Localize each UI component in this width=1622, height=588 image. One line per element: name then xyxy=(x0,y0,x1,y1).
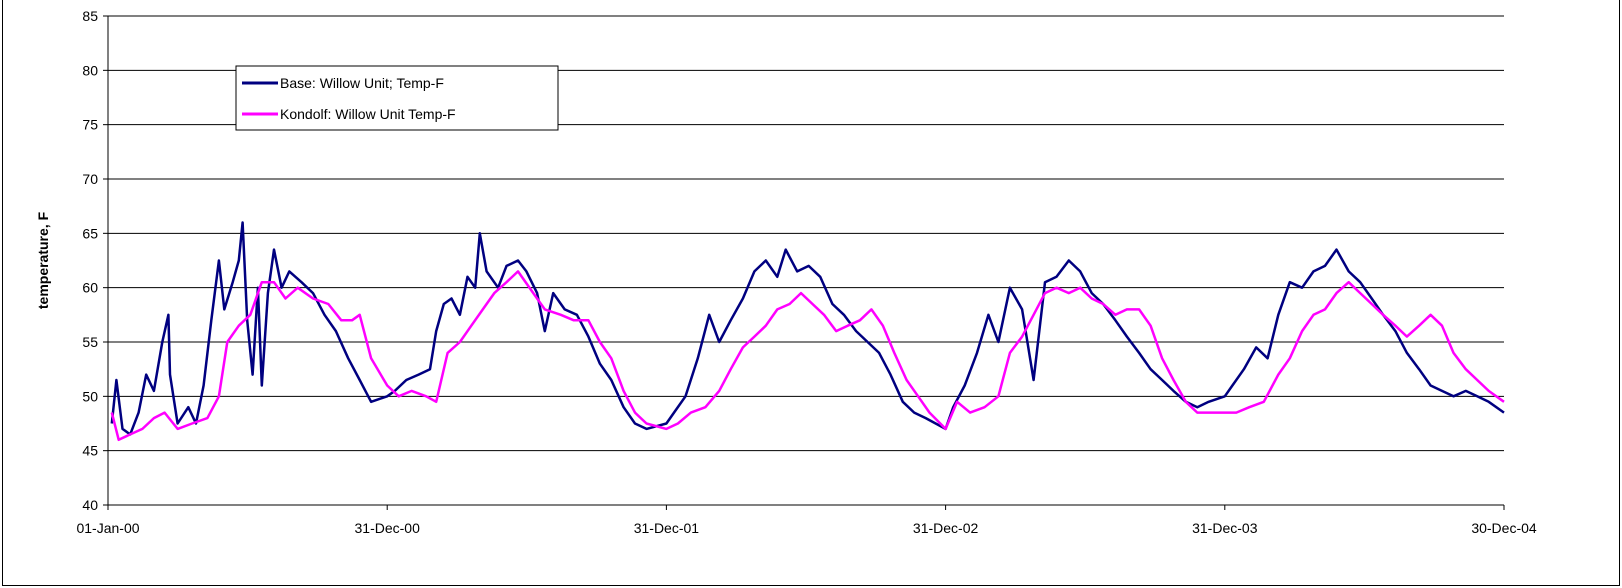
y-tick-label: 40 xyxy=(82,497,98,513)
x-tick-label: 31-Dec-01 xyxy=(634,520,700,536)
x-tick-label: 31-Dec-02 xyxy=(913,520,979,536)
x-tick-label: 01-Jan-00 xyxy=(76,520,139,536)
legend-label-kondolf: Kondolf: Willow Unit Temp-F xyxy=(280,106,456,122)
y-tick-label: 75 xyxy=(82,117,98,133)
legend-label-base: Base: Willow Unit; Temp-F xyxy=(280,75,444,91)
x-tick-label: 31-Dec-03 xyxy=(1192,520,1258,536)
x-tick-label: 30-Dec-04 xyxy=(1471,520,1537,536)
y-tick-label: 50 xyxy=(82,388,98,404)
axes xyxy=(103,15,1505,510)
x-tick-label: 31-Dec-00 xyxy=(355,520,421,536)
y-tick-label: 80 xyxy=(82,62,98,78)
y-tick-label: 70 xyxy=(82,171,98,187)
y-tick-label: 45 xyxy=(82,443,98,459)
y-tick-label: 85 xyxy=(82,8,98,24)
y-axis-label: temperature, F xyxy=(35,211,51,309)
legend-box xyxy=(235,65,559,131)
series-lines xyxy=(110,221,1505,442)
y-tick-label: 60 xyxy=(82,280,98,296)
tick-labels: 40 45 50 55 60 65 70 75 80 85 01-Jan-00 31-Dec-00 31… xyxy=(35,8,1537,536)
series-line-base xyxy=(110,221,1505,436)
y-tick-label: 55 xyxy=(82,334,98,350)
y-tick-label: 65 xyxy=(82,225,98,241)
legend: Base: Willow Unit; Temp-F Kondolf: Willow… xyxy=(235,65,559,131)
series-line-kondolf xyxy=(110,270,1505,442)
